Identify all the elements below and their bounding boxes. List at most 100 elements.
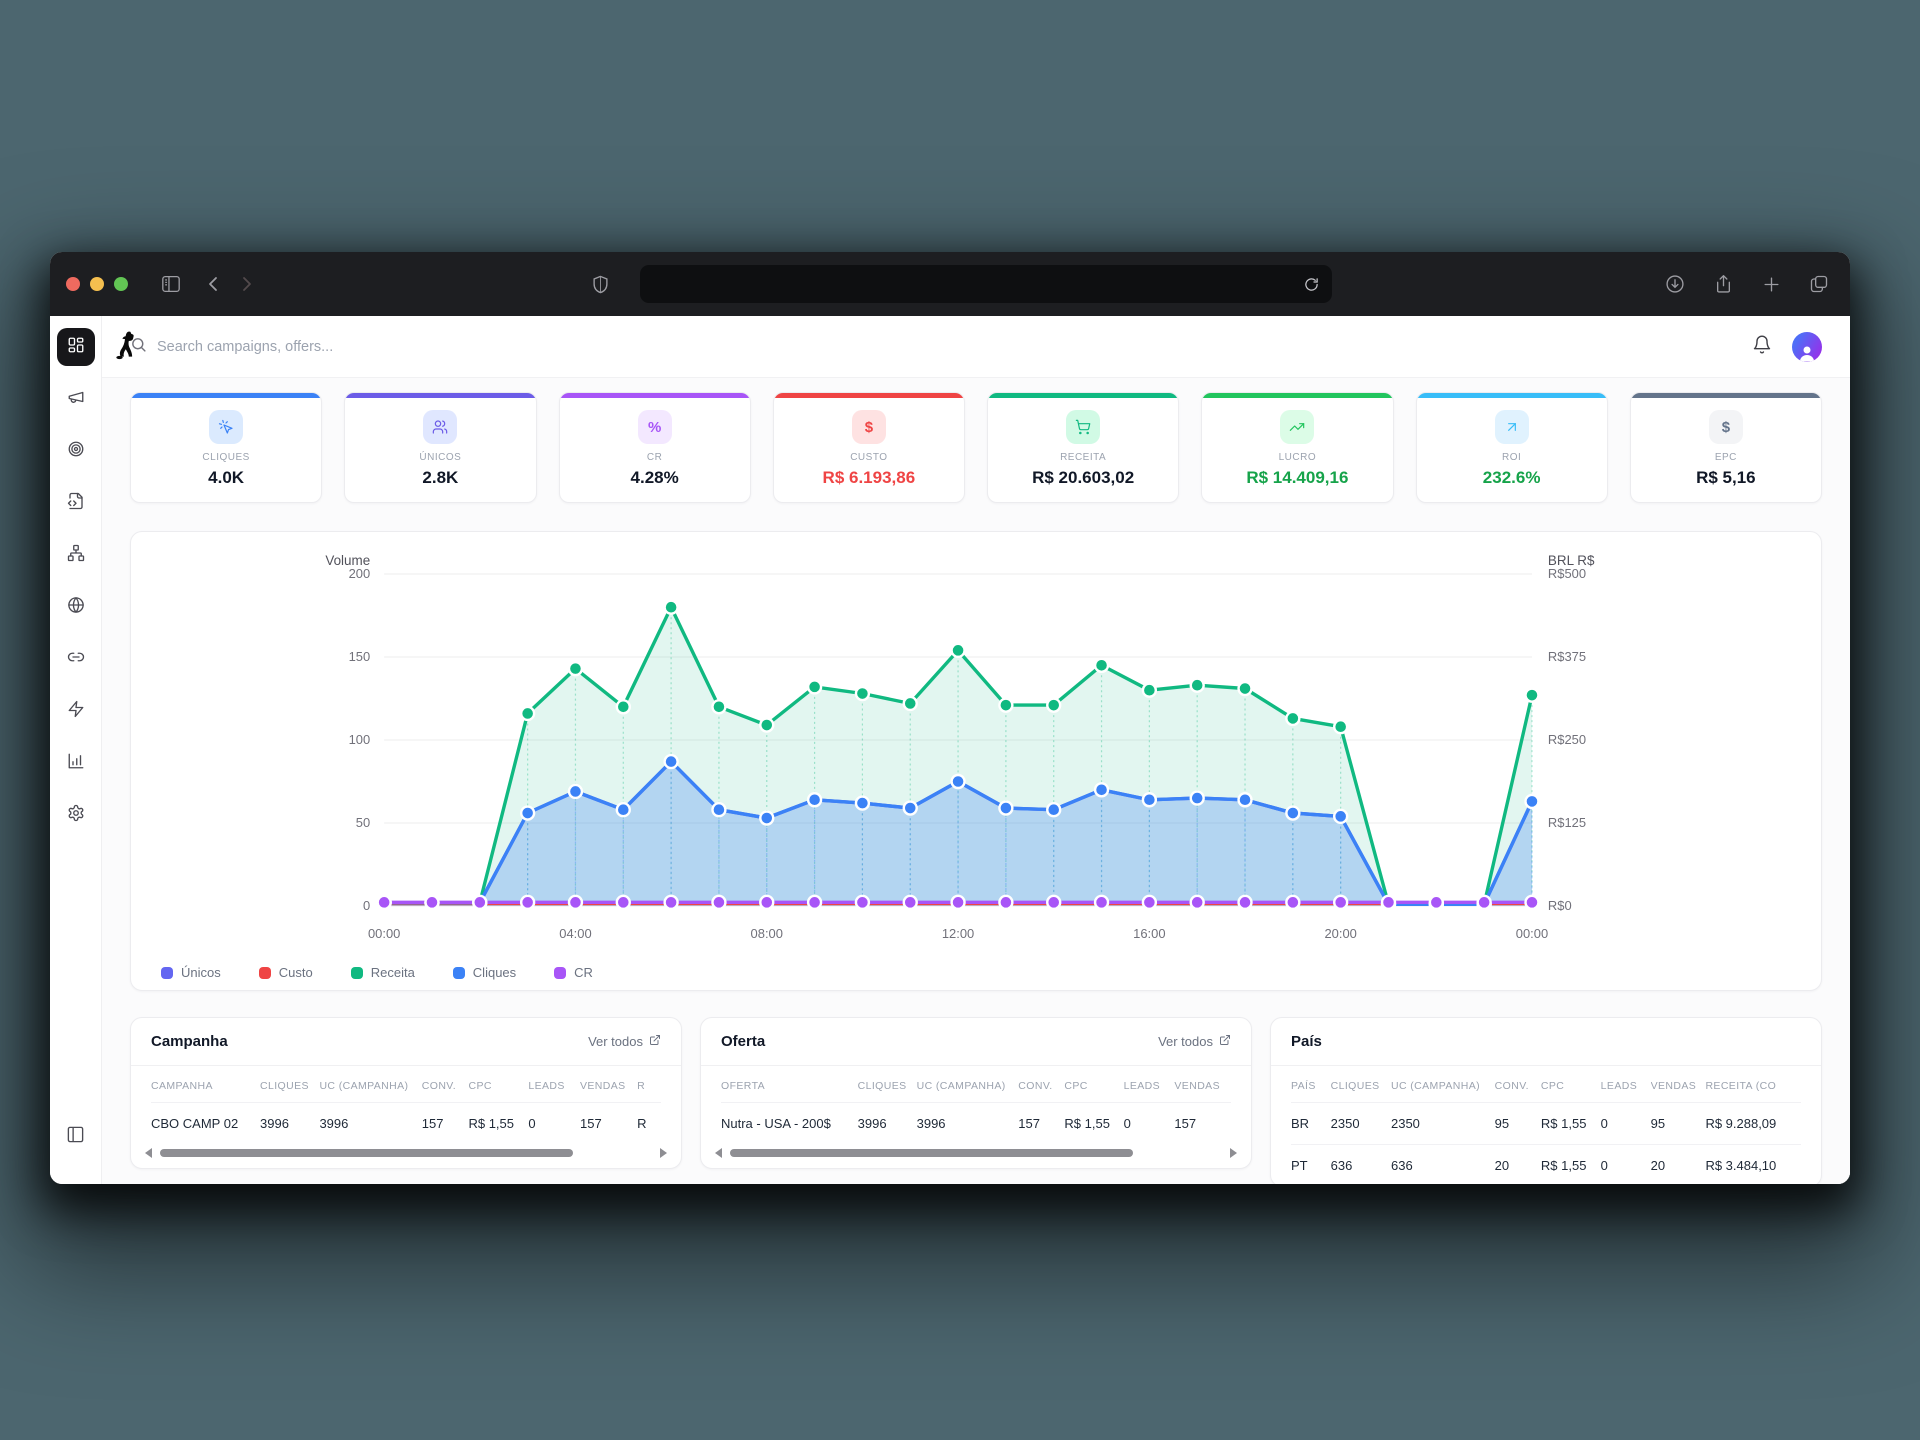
scrollbar-track[interactable] xyxy=(730,1149,1222,1157)
table-cell: 157 xyxy=(421,1102,469,1144)
bar-chart-icon xyxy=(67,752,85,775)
table-cell: 636 xyxy=(1330,1144,1391,1184)
sidebar-item-settings[interactable] xyxy=(57,796,95,834)
search-input[interactable] xyxy=(157,338,577,355)
percent-icon: % xyxy=(637,410,672,444)
tab-overview-icon[interactable] xyxy=(1802,269,1836,299)
legend-swatch xyxy=(161,966,173,979)
sidebar-item-automation[interactable] xyxy=(57,692,95,730)
table-cell: 2350 xyxy=(1390,1102,1495,1145)
table-col-header: LEADS xyxy=(1600,1080,1638,1092)
sidebar-item-campaigns[interactable] xyxy=(57,380,95,418)
chrome-actions xyxy=(1658,252,1836,316)
sidebar-toggle-icon[interactable] xyxy=(154,269,188,299)
kpi-accent-bar xyxy=(773,393,964,398)
kpi-card-roi: ROI 232.6% xyxy=(1415,392,1608,503)
legend-swatch xyxy=(350,966,363,979)
forward-icon[interactable] xyxy=(230,269,264,299)
url-input[interactable] xyxy=(650,276,1300,292)
svg-text:R$250: R$250 xyxy=(1548,732,1586,747)
table-scroll-area: PAÍS CLIQUES UC (CAMPANHA) CONV. CPC LEADS VEN… xyxy=(1271,1066,1821,1184)
legend-label: Únicos xyxy=(181,965,221,980)
scroll-right-arrow[interactable] xyxy=(1230,1148,1237,1158)
table-col-header: CONV. xyxy=(1018,1080,1053,1092)
table-col-header: CONV. xyxy=(421,1080,457,1092)
table-card-campanha: Campanha Ver todos CAMPANHA CLIQUES UC (CAMP… xyxy=(130,1017,682,1169)
scroll-left-arrow[interactable] xyxy=(715,1148,722,1158)
sidebar-item-funnels[interactable] xyxy=(57,536,95,574)
sidebar-item-reports[interactable] xyxy=(57,744,95,782)
url-bar[interactable] xyxy=(640,265,1332,303)
minimize-window-button[interactable] xyxy=(90,277,104,291)
legend-item-únicos[interactable]: Únicos xyxy=(161,965,221,980)
reload-icon[interactable] xyxy=(1300,269,1322,299)
table-title: País xyxy=(1291,1033,1322,1050)
share-icon[interactable] xyxy=(1706,269,1740,299)
ver-todos-link[interactable]: Ver todos xyxy=(1158,1034,1231,1049)
kpi-label: CR xyxy=(646,452,663,463)
link-icon xyxy=(67,648,85,671)
kpi-label: ÚNICOS xyxy=(419,452,462,463)
cursor-click-icon xyxy=(209,410,244,444)
svg-text:150: 150 xyxy=(349,649,371,664)
table-title: Campanha xyxy=(151,1033,228,1050)
search-bar[interactable] xyxy=(130,336,1752,358)
browser-chrome xyxy=(50,252,1850,316)
sidebar-collapse-button[interactable] xyxy=(57,1118,95,1156)
legend-item-custo[interactable]: Custo xyxy=(258,965,313,980)
avatar[interactable] xyxy=(1792,331,1822,362)
scrollbar-track[interactable] xyxy=(160,1149,652,1157)
ver-todos-link[interactable]: Ver todos xyxy=(588,1034,661,1049)
sidebar-item-offers[interactable] xyxy=(57,432,95,470)
kpi-accent-bar xyxy=(1202,393,1393,398)
sidebar-item-domains[interactable] xyxy=(57,588,95,626)
table-col-header: PAÍS xyxy=(1291,1080,1316,1092)
table-cell: 157 xyxy=(580,1102,638,1144)
kpi-label: EPC xyxy=(1714,452,1737,463)
table-col-header: LEADS xyxy=(528,1080,565,1092)
svg-text:R$125: R$125 xyxy=(1548,815,1586,830)
table-scrollbar[interactable] xyxy=(131,1144,681,1168)
kpi-value: 4.28% xyxy=(630,468,679,487)
table-card-header: Campanha Ver todos xyxy=(131,1018,681,1066)
summary-tables-row: Campanha Ver todos CAMPANHA CLIQUES UC (CAMP… xyxy=(130,1017,1822,1184)
svg-text:00:00: 00:00 xyxy=(1516,926,1548,941)
network-icon xyxy=(67,544,85,567)
scrollbar-thumb[interactable] xyxy=(730,1149,1134,1157)
kpi-label: RECEITA xyxy=(1060,452,1107,463)
bell-icon[interactable] xyxy=(1752,334,1772,360)
kpi-label: CUSTO xyxy=(850,452,888,463)
legend-label: Receita xyxy=(370,965,415,980)
kpi-accent-bar xyxy=(345,393,536,398)
kpi-label: LUCRO xyxy=(1278,452,1317,463)
legend-item-cr[interactable]: CR xyxy=(554,965,593,980)
zap-icon xyxy=(67,700,85,723)
legend-item-cliques[interactable]: Cliques xyxy=(452,965,516,980)
table-card-header: País xyxy=(1271,1018,1821,1066)
back-icon[interactable] xyxy=(196,269,230,299)
new-tab-icon[interactable] xyxy=(1754,269,1788,299)
table-cell: 0 xyxy=(528,1102,580,1144)
scroll-right-arrow[interactable] xyxy=(660,1148,667,1158)
table-scrollbar[interactable] xyxy=(701,1144,1251,1168)
table-cell: 95 xyxy=(1494,1102,1541,1145)
sidebar-item-landing-pages[interactable] xyxy=(57,484,95,522)
table-cell: PT xyxy=(1291,1144,1331,1184)
sidebar-item-links[interactable] xyxy=(57,640,95,678)
kpi-row: CLIQUES 4.0K ÚNICOS 2.8K% CR 4.28% $ CUSTO R$ 6.… xyxy=(130,392,1822,503)
legend-item-receita[interactable]: Receita xyxy=(350,965,415,980)
kpi-accent-bar xyxy=(131,393,322,398)
traffic-chart: 0 R$0 50 R$125 100 R$250 150 R$375 200 R$500 Volum… xyxy=(325,553,1595,941)
sidebar-item-dashboard[interactable] xyxy=(56,328,95,366)
scrollbar-thumb[interactable] xyxy=(160,1149,574,1157)
external-link-icon xyxy=(649,1034,661,1049)
scroll-left-arrow[interactable] xyxy=(145,1148,152,1158)
zoom-window-button[interactable] xyxy=(114,277,128,291)
shield-icon[interactable] xyxy=(583,269,617,299)
table-row: Nutra - USA - 200$ 3996 3996 157 R$ 1,55 0 157 xyxy=(721,1102,1231,1144)
kpi-value: R$ 14.409,16 xyxy=(1246,468,1349,487)
download-icon[interactable] xyxy=(1658,269,1692,299)
close-window-button[interactable] xyxy=(66,277,80,291)
table-card-país: País PAÍS CLIQUES UC (CAMPANHA) CONV. CPC LEAD… xyxy=(1270,1017,1822,1184)
table-cell: 0 xyxy=(1600,1144,1651,1184)
